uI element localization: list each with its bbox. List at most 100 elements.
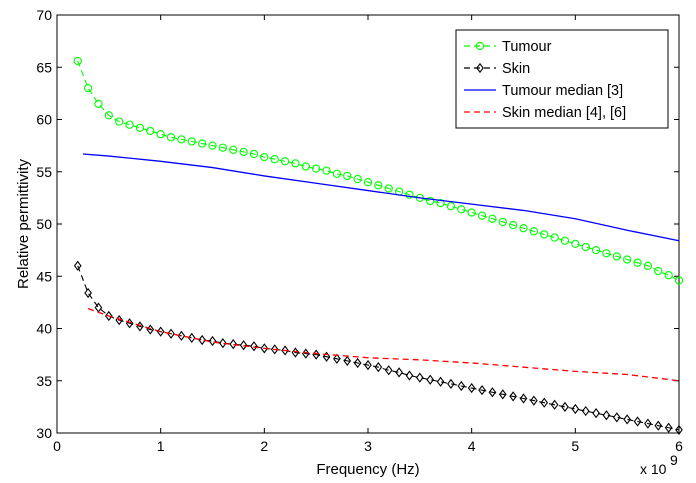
data-point xyxy=(633,416,642,427)
data-point xyxy=(260,152,269,162)
data-point xyxy=(384,365,393,376)
data-point xyxy=(674,276,684,285)
data-point xyxy=(156,326,165,337)
data-point xyxy=(602,249,611,258)
y-tick-label: 65 xyxy=(36,59,52,75)
data-point xyxy=(301,162,310,171)
data-point xyxy=(457,205,466,214)
data-point xyxy=(239,147,248,157)
data-point xyxy=(291,159,300,168)
data-point xyxy=(623,255,632,264)
data-point xyxy=(633,258,642,267)
data-point xyxy=(571,239,580,249)
data-point xyxy=(415,372,424,383)
data-point xyxy=(374,362,383,373)
data-point xyxy=(104,310,113,322)
series-layer xyxy=(73,56,684,435)
y-tick-label: 55 xyxy=(36,164,52,180)
series-tumour-median-3 xyxy=(82,153,680,242)
data-point xyxy=(540,230,549,239)
data-point xyxy=(322,166,331,175)
data-point xyxy=(529,227,539,236)
x-tick-label: 6 xyxy=(675,438,683,454)
data-point xyxy=(592,408,600,419)
data-point xyxy=(135,123,145,133)
data-point xyxy=(374,181,383,190)
data-point xyxy=(540,397,549,408)
x-tick-label: 0 xyxy=(53,438,61,454)
data-point xyxy=(198,334,206,346)
data-point xyxy=(530,395,538,406)
data-point xyxy=(73,56,82,66)
data-point xyxy=(156,129,165,139)
data-point xyxy=(426,374,435,385)
data-point xyxy=(115,117,124,126)
x-tick-label: 1 xyxy=(157,438,165,454)
data-point xyxy=(146,126,155,136)
data-point xyxy=(219,338,227,349)
data-point xyxy=(104,111,113,120)
data-point xyxy=(581,405,590,417)
data-point xyxy=(664,271,673,280)
data-point xyxy=(644,418,652,429)
data-point xyxy=(166,133,176,142)
x-axis-multiplier-exponent: 9 xyxy=(670,452,678,468)
data-point xyxy=(623,414,632,425)
data-point xyxy=(260,343,269,354)
legend-item: Skin median [4], [6] xyxy=(464,105,626,121)
data-point xyxy=(197,139,207,148)
data-point xyxy=(643,261,653,270)
x-tick-label: 3 xyxy=(364,438,372,454)
legend-item: Tumour median [3] xyxy=(464,83,623,99)
data-point xyxy=(581,242,590,252)
data-point xyxy=(436,376,445,387)
data-point xyxy=(312,164,321,173)
data-point xyxy=(612,412,621,423)
data-point xyxy=(477,211,487,220)
data-point xyxy=(571,403,580,415)
series-tumour xyxy=(73,56,684,285)
data-point xyxy=(395,367,403,378)
legend-item: Tumour xyxy=(464,39,552,55)
data-point xyxy=(550,399,559,410)
data-point xyxy=(498,389,507,400)
data-point xyxy=(332,169,342,178)
data-point xyxy=(467,208,476,217)
data-point xyxy=(73,260,82,271)
data-point xyxy=(561,401,569,412)
x-tick-label: 4 xyxy=(468,438,476,454)
y-tick-label: 60 xyxy=(36,112,52,128)
y-tick-label: 35 xyxy=(36,373,52,389)
y-axis-label: Relative permittivity xyxy=(15,158,32,289)
data-point xyxy=(239,340,248,351)
data-point xyxy=(229,145,238,154)
data-point xyxy=(436,198,445,208)
legend-label: Skin xyxy=(502,61,530,77)
data-point xyxy=(405,370,414,381)
y-tick-label: 70 xyxy=(36,7,52,23)
legend-label: Tumour median [3] xyxy=(502,83,623,99)
data-point xyxy=(519,224,528,233)
data-point xyxy=(478,385,486,396)
data-point xyxy=(343,171,352,181)
legend-label: Skin median [4], [6] xyxy=(502,105,626,121)
data-point xyxy=(364,359,372,371)
data-point xyxy=(333,353,341,364)
data-point xyxy=(447,378,455,390)
data-point xyxy=(187,332,196,344)
x-axis-multiplier: x 10 xyxy=(640,461,667,477)
data-point xyxy=(353,357,362,369)
data-point xyxy=(177,330,186,341)
y-tick-label: 40 xyxy=(36,321,52,337)
data-point xyxy=(187,137,196,146)
series-line xyxy=(87,308,680,382)
y-tick-label: 50 xyxy=(36,216,52,232)
x-tick-label: 2 xyxy=(260,438,268,454)
data-point xyxy=(612,252,621,261)
data-point xyxy=(125,120,134,129)
x-tick-label: 5 xyxy=(571,438,579,454)
x-axis-label: Frequency (Hz) xyxy=(316,461,419,478)
data-point xyxy=(654,420,663,431)
data-point xyxy=(84,287,92,299)
